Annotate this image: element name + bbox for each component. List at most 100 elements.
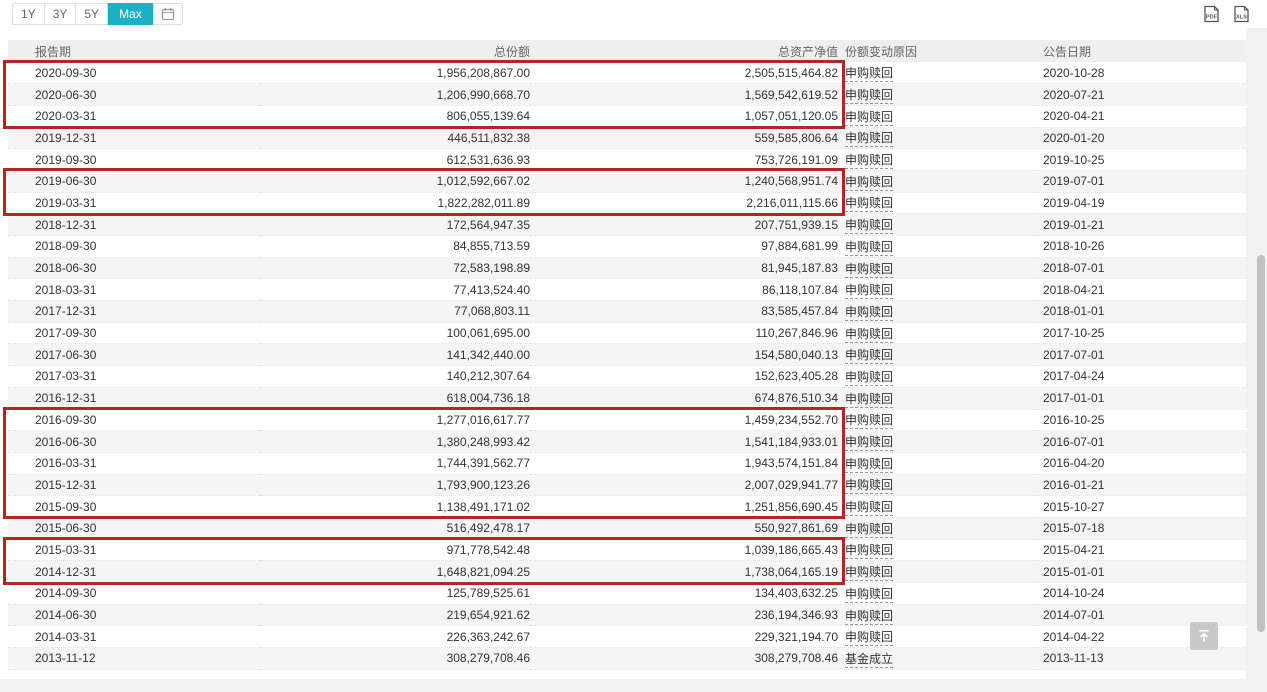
table-row: 2018-09-30 84,855,713.59 97,884,681.99 申购赎回… — [8, 235, 1246, 258]
cell-announce-date: 2017-01-01 — [1035, 387, 1246, 410]
export-buttons: PDF XLS — [1202, 5, 1251, 23]
cell-total-shares: 84,855,713.59 — [260, 235, 530, 258]
cell-report-period: 2015-06-30 — [8, 517, 260, 540]
cell-total-shares: 806,055,139.64 — [260, 105, 530, 128]
cell-total-shares: 125,789,525.61 — [260, 582, 530, 605]
cell-change-reason: 申购赎回 — [838, 539, 1035, 562]
cell-total-shares: 1,822,282,011.89 — [260, 192, 530, 215]
cell-report-period: 2020-09-30 — [8, 62, 260, 85]
cell-total-nav: 2,505,515,464.82 — [530, 62, 838, 85]
cell-total-nav: 207,751,939.15 — [530, 213, 838, 236]
table-row: 2019-12-31 446,511,832.38 559,585,806.64 申购… — [8, 127, 1246, 150]
cell-total-shares: 446,511,832.38 — [260, 127, 530, 150]
cell-total-shares: 612,531,636.93 — [260, 148, 530, 171]
cell-change-reason: 申购赎回 — [838, 83, 1035, 106]
column-header-total-shares: 总份额 — [260, 40, 530, 62]
cell-report-period: 2016-09-30 — [8, 409, 260, 432]
cell-report-period: 2019-06-30 — [8, 170, 260, 193]
cell-change-reason: 申购赎回 — [838, 474, 1035, 497]
cell-announce-date: 2020-01-20 — [1035, 127, 1246, 150]
range-button-max[interactable]: Max — [107, 3, 153, 25]
cell-total-shares: 141,342,440.00 — [260, 343, 530, 367]
column-header-report-period: 报告期 — [8, 40, 260, 62]
column-header-change-reason: 份额变动原因 — [838, 40, 1035, 62]
cell-announce-date: 2015-10-27 — [1035, 495, 1246, 518]
table-row: 2020-09-30 1,956,208,867.00 2,505,515,464.… — [8, 62, 1246, 85]
cell-change-reason: 申购赎回 — [838, 235, 1035, 258]
table-row: 2019-06-30 1,012,592,667.02 1,240,568,951.… — [8, 170, 1246, 193]
cell-announce-date: 2015-01-01 — [1035, 560, 1246, 583]
table-row: 2018-03-31 77,413,524.40 86,118,107.84 申购赎回… — [8, 278, 1246, 302]
cell-announce-date: 2019-10-25 — [1035, 148, 1246, 171]
cell-report-period: 2019-12-31 — [8, 127, 260, 150]
cell-total-shares: 618,004,736.18 — [260, 387, 530, 410]
cell-total-nav: 134,403,632.25 — [530, 582, 838, 605]
cell-total-shares: 971,778,542.48 — [260, 539, 530, 562]
table-row: 2015-06-30 516,492,478.17 550,927,861.69 申购… — [8, 517, 1246, 540]
cell-report-period: 2018-09-30 — [8, 235, 260, 258]
cell-total-nav: 753,726,191.09 — [530, 148, 838, 171]
cell-report-period: 2015-03-31 — [8, 539, 260, 562]
table-row: 2015-03-31 971,778,542.48 1,039,186,665.43… — [8, 539, 1246, 562]
range-button-1y[interactable]: 1Y — [12, 3, 44, 25]
cell-change-reason: 申购赎回 — [838, 517, 1035, 540]
cell-change-reason: 申购赎回 — [838, 300, 1035, 323]
table-row: 2014-12-31 1,648,821,094.25 1,738,064,165.… — [8, 560, 1246, 583]
table-row: 2016-06-30 1,380,248,993.42 1,541,184,933.… — [8, 430, 1246, 453]
cell-total-nav: 229,321,194.70 — [530, 625, 838, 649]
cell-total-shares: 1,744,391,562.77 — [260, 452, 530, 475]
cell-announce-date: 2014-07-01 — [1035, 604, 1246, 627]
cell-report-period: 2016-03-31 — [8, 452, 260, 475]
cell-total-shares: 140,212,307.64 — [260, 365, 530, 388]
cell-total-nav: 1,459,234,552.70 — [530, 409, 838, 432]
table-header-row: 报告期 总份额 总资产净值 份额变动原因 公告日期 — [8, 40, 1246, 62]
cell-report-period: 2016-06-30 — [8, 430, 260, 453]
cell-change-reason: 申购赎回 — [838, 278, 1035, 302]
cell-change-reason: 申购赎回 — [838, 192, 1035, 215]
cell-total-shares: 77,413,524.40 — [260, 278, 530, 302]
cell-total-nav: 308,279,708.46 — [530, 647, 838, 670]
cell-total-nav: 86,118,107.84 — [530, 278, 838, 302]
cell-total-shares: 308,279,708.46 — [260, 647, 530, 670]
cell-total-nav: 110,267,846.96 — [530, 322, 838, 345]
cell-announce-date: 2016-07-01 — [1035, 430, 1246, 453]
range-button-3y[interactable]: 3Y — [43, 3, 76, 25]
table-body: 2020-09-30 1,956,208,867.00 2,505,515,464.… — [8, 62, 1246, 670]
table-row: 2014-03-31 226,363,242.67 229,321,194.70 申购… — [8, 625, 1246, 649]
cell-change-reason: 申购赎回 — [838, 625, 1035, 649]
table-row: 2020-06-30 1,206,990,668.70 1,569,542,619.… — [8, 83, 1246, 106]
cell-total-shares: 172,564,947.35 — [260, 213, 530, 236]
cell-total-shares: 1,277,016,617.77 — [260, 409, 530, 432]
cell-total-nav: 97,884,681.99 — [530, 235, 838, 258]
cell-total-shares: 1,648,821,094.25 — [260, 560, 530, 583]
cell-report-period: 2020-06-30 — [8, 83, 260, 106]
pdf-export-button[interactable]: PDF — [1202, 5, 1221, 23]
cell-report-period: 2019-09-30 — [8, 148, 260, 171]
table-row: 2014-06-30 219,654,921.62 236,194,346.93 申购… — [8, 604, 1246, 627]
calendar-button[interactable] — [152, 3, 183, 25]
fund-share-table: 报告期 总份额 总资产净值 份额变动原因 公告日期 2020-09-30 1,95… — [8, 40, 1246, 670]
table-row: 2018-06-30 72,583,198.89 81,945,187.83 申购赎回… — [8, 257, 1246, 280]
column-header-total-nav: 总资产净值 — [530, 40, 838, 62]
table-row: 2017-12-31 77,068,803.11 83,585,457.84 申购赎回… — [8, 300, 1246, 323]
cell-change-reason: 申购赎回 — [838, 409, 1035, 432]
cell-change-reason: 申购赎回 — [838, 582, 1035, 605]
cell-change-reason: 申购赎回 — [838, 452, 1035, 475]
cell-announce-date: 2020-10-28 — [1035, 62, 1246, 85]
table-row: 2017-03-31 140,212,307.64 152,623,405.28 申购… — [8, 365, 1246, 388]
scrollbar-thumb[interactable] — [1257, 255, 1265, 632]
cell-report-period: 2014-06-30 — [8, 604, 260, 627]
cell-report-period: 2018-06-30 — [8, 257, 260, 280]
xls-export-button[interactable]: XLS — [1232, 5, 1251, 23]
cell-total-shares: 100,061,695.00 — [260, 322, 530, 345]
cell-total-nav: 81,945,187.83 — [530, 257, 838, 280]
back-to-top-button[interactable] — [1190, 622, 1218, 650]
cell-total-nav: 1,569,542,619.52 — [530, 83, 838, 106]
cell-total-nav: 2,216,011,115.66 — [530, 192, 838, 215]
cell-announce-date: 2018-10-26 — [1035, 235, 1246, 258]
cell-total-shares: 516,492,478.17 — [260, 517, 530, 540]
cell-report-period: 2019-03-31 — [8, 192, 260, 215]
cell-announce-date: 2018-01-01 — [1035, 300, 1246, 323]
table-row: 2017-09-30 100,061,695.00 110,267,846.96 申购… — [8, 322, 1246, 345]
range-button-5y[interactable]: 5Y — [75, 3, 108, 25]
